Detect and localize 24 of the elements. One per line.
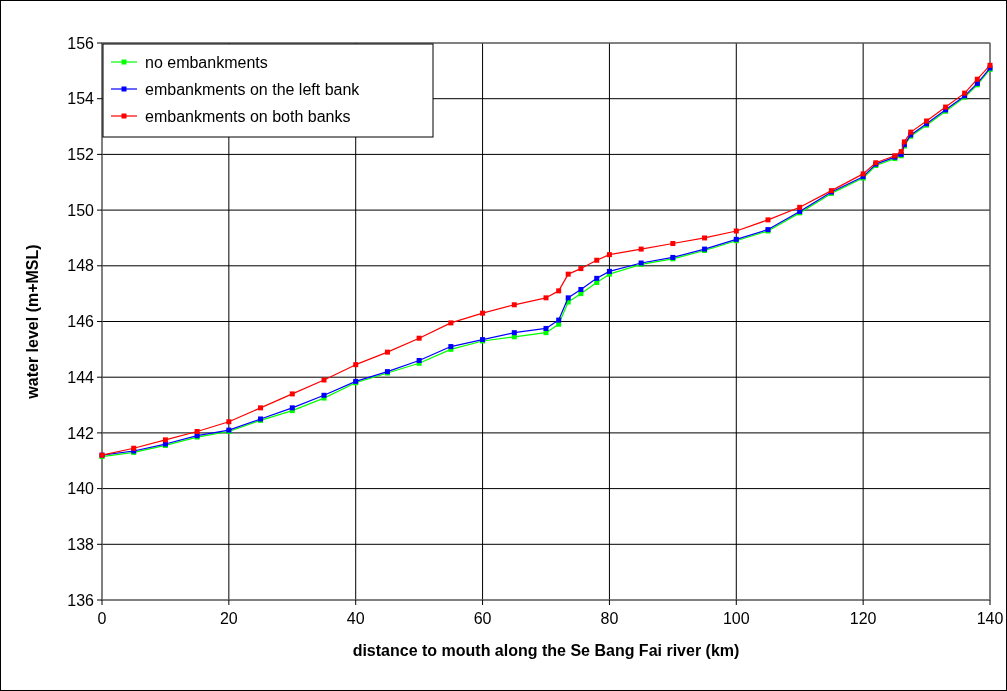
x-tick-label: 40 <box>346 610 365 627</box>
y-tick-label: 140 <box>67 480 95 498</box>
y-tick-label: 146 <box>67 313 95 331</box>
legend-label: embankments on both banks <box>145 107 351 125</box>
y-tick-label: 136 <box>67 591 95 609</box>
x-tick-label: 0 <box>97 610 107 627</box>
x-tick-label: 20 <box>219 610 238 627</box>
y-tick-label: 156 <box>67 34 95 52</box>
legend-label: embankments on the left bank <box>145 80 361 98</box>
x-tick-label: 100 <box>722 610 750 627</box>
x-tick-label: 120 <box>849 610 877 627</box>
y-tick-label: 148 <box>67 257 95 275</box>
y-axis-title: water level (m+MSL) <box>24 244 41 400</box>
x-axis-title: distance to mouth along the Se Bang Fai river (km) <box>352 642 740 659</box>
y-tick-label: 142 <box>67 424 95 442</box>
x-tick-label: 140 <box>976 610 1004 627</box>
y-tick-label: 152 <box>67 146 95 163</box>
x-tick-label: 60 <box>473 610 492 627</box>
y-tick-label: 144 <box>67 368 95 386</box>
x-tick-label: 80 <box>600 610 619 627</box>
legend-label: no embankments <box>145 53 268 71</box>
y-tick-label: 150 <box>67 201 95 219</box>
y-tick-label: 154 <box>67 90 95 108</box>
y-tick-label: 138 <box>67 535 95 553</box>
